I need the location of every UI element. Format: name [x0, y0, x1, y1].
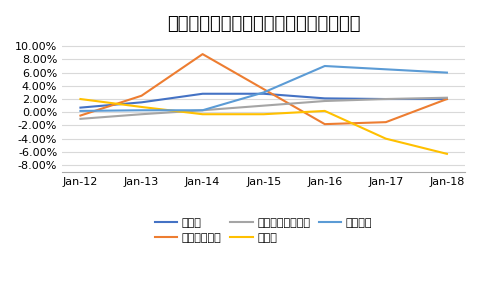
個人による貸家業 — [260, 104, 266, 108]
金融・保険業 — [382, 121, 388, 124]
総貸出 — [260, 92, 266, 95]
不動産業 — [443, 71, 449, 74]
金融・保険業 — [77, 114, 83, 117]
個人による貸家業 — [138, 112, 144, 116]
製造業 — [321, 109, 327, 113]
不動産業 — [138, 109, 144, 112]
総貸出 — [443, 97, 449, 101]
Line: 製造業: 製造業 — [80, 99, 446, 154]
不動産業 — [382, 68, 388, 71]
個人による貸家業 — [321, 99, 327, 103]
個人による貸家業 — [199, 109, 205, 112]
製造業 — [443, 152, 449, 155]
不動産業 — [199, 109, 205, 112]
Legend: 総貸出, 金融・保険業, 個人による貸家業, 製造業, 不動産業: 総貸出, 金融・保険業, 個人による貸家業, 製造業, 不動産業 — [150, 213, 376, 248]
Line: 総貸出: 総貸出 — [80, 94, 446, 108]
個人による貸家業 — [443, 96, 449, 99]
製造業 — [138, 105, 144, 109]
Line: 不動産業: 不動産業 — [80, 66, 446, 111]
金融・保険業 — [199, 52, 205, 56]
金融・保険業 — [260, 87, 266, 91]
不動産業 — [321, 64, 327, 68]
個人による貸家業 — [382, 97, 388, 101]
総貸出 — [321, 97, 327, 100]
総貸出 — [138, 101, 144, 104]
製造業 — [382, 137, 388, 140]
総貸出 — [77, 106, 83, 109]
Title: 国内銀行の貸出先別貸出金の伸び率推移: 国内銀行の貸出先別貸出金の伸び率推移 — [167, 15, 360, 33]
総貸出 — [199, 92, 205, 95]
個人による貸家業 — [77, 117, 83, 121]
Line: 個人による貸家業: 個人による貸家業 — [80, 98, 446, 119]
金融・保険業 — [321, 123, 327, 126]
金融・保険業 — [138, 94, 144, 97]
不動産業 — [260, 91, 266, 94]
金融・保険業 — [443, 97, 449, 101]
製造業 — [77, 97, 83, 101]
不動産業 — [77, 109, 83, 113]
製造業 — [199, 112, 205, 116]
製造業 — [260, 112, 266, 116]
総貸出 — [382, 97, 388, 101]
Line: 金融・保険業: 金融・保険業 — [80, 54, 446, 124]
